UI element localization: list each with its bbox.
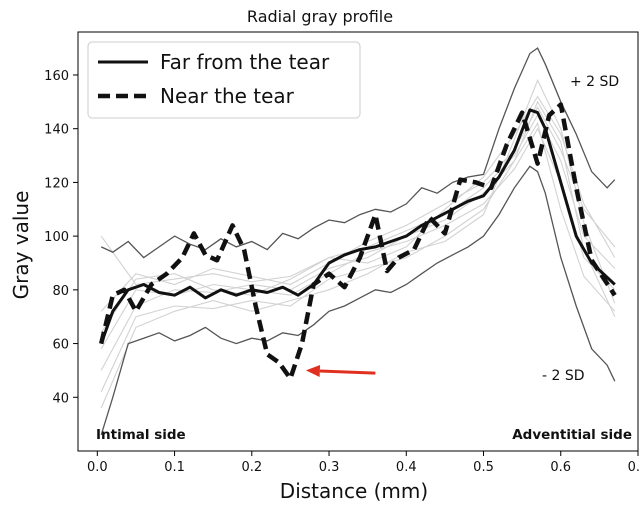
upper-sd-label: + 2 SD (570, 74, 619, 90)
y-tick-label: 160 (44, 69, 69, 84)
arrow-shaft (319, 369, 376, 375)
x-ticks: 0.0 0.1 0.2 0.3 0.4 0.5 0.6 0.7 (87, 451, 640, 475)
x-axis-label: Distance (mm) (280, 479, 428, 503)
x-tick-label: 0.6 (550, 460, 571, 475)
individual-profiles (100, 78, 616, 409)
chart-title: Radial gray profile (247, 7, 393, 26)
lower-sd-label: - 2 SD (542, 368, 585, 384)
legend-label: Near the tear (160, 84, 295, 108)
adventitial-side-label: Adventitial side (512, 427, 632, 443)
y-ticks: 40 60 80 100 120 140 160 (44, 69, 78, 406)
mean-profiles (99, 102, 617, 381)
arrow-head (305, 364, 321, 377)
axes (77, 31, 639, 452)
x-tick-label: 0.2 (241, 460, 262, 475)
y-tick-label: 80 (52, 284, 69, 299)
sd-bounds (100, 47, 616, 436)
x-tick-label: 0.7 (628, 460, 640, 475)
x-tick-label: 0.1 (164, 460, 185, 475)
y-axis-label: Gray value (9, 191, 33, 300)
far-from-tear-line (99, 108, 616, 345)
plot-frame (77, 31, 639, 452)
annotations: Radial gray profile Distance (mm) Gray v… (9, 7, 632, 503)
near-tear-line (99, 102, 617, 381)
y-tick-label: 140 (44, 123, 69, 138)
y-tick-label: 100 (44, 230, 69, 245)
individual-profile-line (100, 106, 616, 312)
y-tick-label: 60 (52, 338, 69, 353)
upper-sd-line (100, 47, 616, 259)
lower-sd-line (100, 165, 616, 436)
x-tick-label: 0.5 (473, 460, 494, 475)
y-tick-label: 120 (44, 176, 69, 191)
legend: Far from the tear Near the tear (87, 41, 361, 119)
y-tick-label: 40 (52, 391, 69, 406)
individual-profile-line (100, 95, 616, 334)
intimal-side-label: Intimal side (96, 427, 186, 443)
legend-label: Far from the tear (160, 50, 330, 74)
legend-frame (87, 41, 361, 119)
x-tick-label: 0.4 (396, 460, 417, 475)
red-arrow (305, 364, 376, 377)
x-tick-label: 0.3 (319, 460, 340, 475)
x-tick-label: 0.0 (87, 460, 108, 475)
